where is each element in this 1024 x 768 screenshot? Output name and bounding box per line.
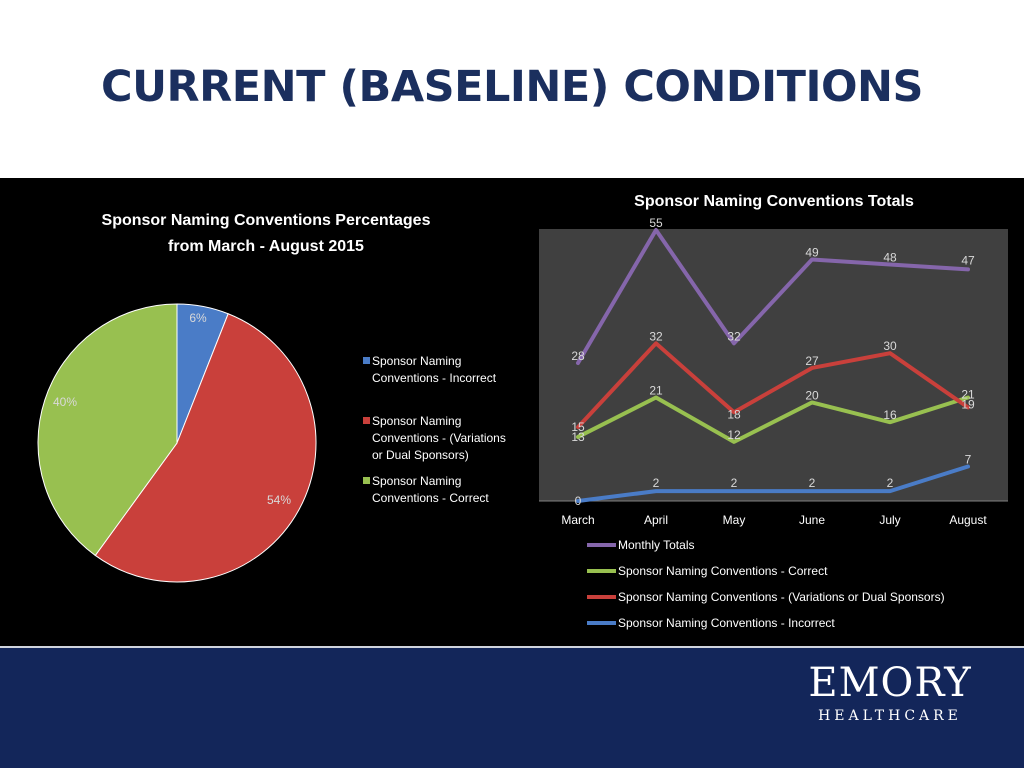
data-label: 21 <box>649 384 663 398</box>
series-line <box>576 395 970 444</box>
footer-band <box>0 648 1024 768</box>
data-label: 18 <box>727 407 741 421</box>
pie-slice <box>37 303 178 557</box>
pie-slice <box>94 313 317 583</box>
data-label: 47 <box>961 253 975 267</box>
data-label: 0 <box>575 494 582 508</box>
legend-label: Conventions - Correct <box>372 491 489 505</box>
data-label: 12 <box>727 428 741 442</box>
data-label: 27 <box>805 354 819 368</box>
data-label: 15 <box>571 420 585 434</box>
legend-swatch <box>363 477 370 484</box>
data-label: 20 <box>805 388 819 402</box>
data-label: 32 <box>649 329 663 343</box>
data-label: 2 <box>887 476 894 490</box>
data-label: 32 <box>727 329 741 343</box>
slide-title: CURRENT (BASELINE) CONDITIONS <box>101 62 923 112</box>
x-tick-label: April <box>644 513 668 527</box>
legend-swatch <box>363 417 370 424</box>
pie-data-label: 54% <box>267 493 291 507</box>
pie-chart: Sponsor Naming Conventions Percentages fr… <box>37 212 506 583</box>
data-label: 28 <box>571 349 585 363</box>
data-label: 21 <box>961 388 975 402</box>
legend-label: Sponsor Naming <box>372 354 461 368</box>
legend-label: or Dual Sponsors) <box>372 448 469 462</box>
x-tick-label: August <box>949 513 987 527</box>
legend-label: Conventions - Incorrect <box>372 371 497 385</box>
data-label: 7 <box>965 453 972 467</box>
panel-divider <box>0 646 1024 648</box>
data-label: 55 <box>649 216 663 230</box>
legend-label: Sponsor Naming <box>372 474 461 488</box>
legend-label: Sponsor Naming Conventions - Incorrect <box>618 616 835 630</box>
data-label: 2 <box>653 476 660 490</box>
data-label: 16 <box>883 408 897 422</box>
plot-area <box>539 229 1008 501</box>
pie-title-line: from March - August 2015 <box>168 238 364 255</box>
legend-swatch <box>363 357 370 364</box>
x-tick-label: July <box>879 513 900 527</box>
line-chart: Sponsor Naming Conventions Totals March Ap… <box>539 193 1008 630</box>
series-line <box>576 341 970 430</box>
legend-label: Sponsor Naming <box>372 414 461 428</box>
data-label: 19 <box>961 397 975 411</box>
legend-label: Sponsor Naming Conventions - Correct <box>618 564 828 578</box>
series-line <box>576 227 970 366</box>
data-label: 49 <box>805 246 819 260</box>
series-line <box>576 464 970 503</box>
data-label: 30 <box>883 339 897 353</box>
data-label: 48 <box>883 250 897 264</box>
data-label: 2 <box>809 476 816 490</box>
pie-title-line: Sponsor Naming Conventions Percentages <box>102 212 431 229</box>
emory-logo-wordmark: EMORY <box>808 660 972 706</box>
x-tick-label: May <box>723 513 746 527</box>
legend-label: Sponsor Naming Conventions - (Variations… <box>618 590 945 604</box>
pie-data-label: 40% <box>53 395 77 409</box>
legend-label: Monthly Totals <box>618 538 694 552</box>
emory-logo-subtitle: HEALTHCARE <box>818 708 962 724</box>
pie-data-label: 6% <box>189 311 207 325</box>
line-chart-title: Sponsor Naming Conventions Totals <box>634 193 914 210</box>
legend-label: Conventions - (Variations <box>372 431 506 445</box>
x-tick-label: June <box>799 513 825 527</box>
x-tick-label: March <box>561 513 594 527</box>
data-label: 13 <box>571 430 585 444</box>
data-label: 2 <box>731 476 738 490</box>
